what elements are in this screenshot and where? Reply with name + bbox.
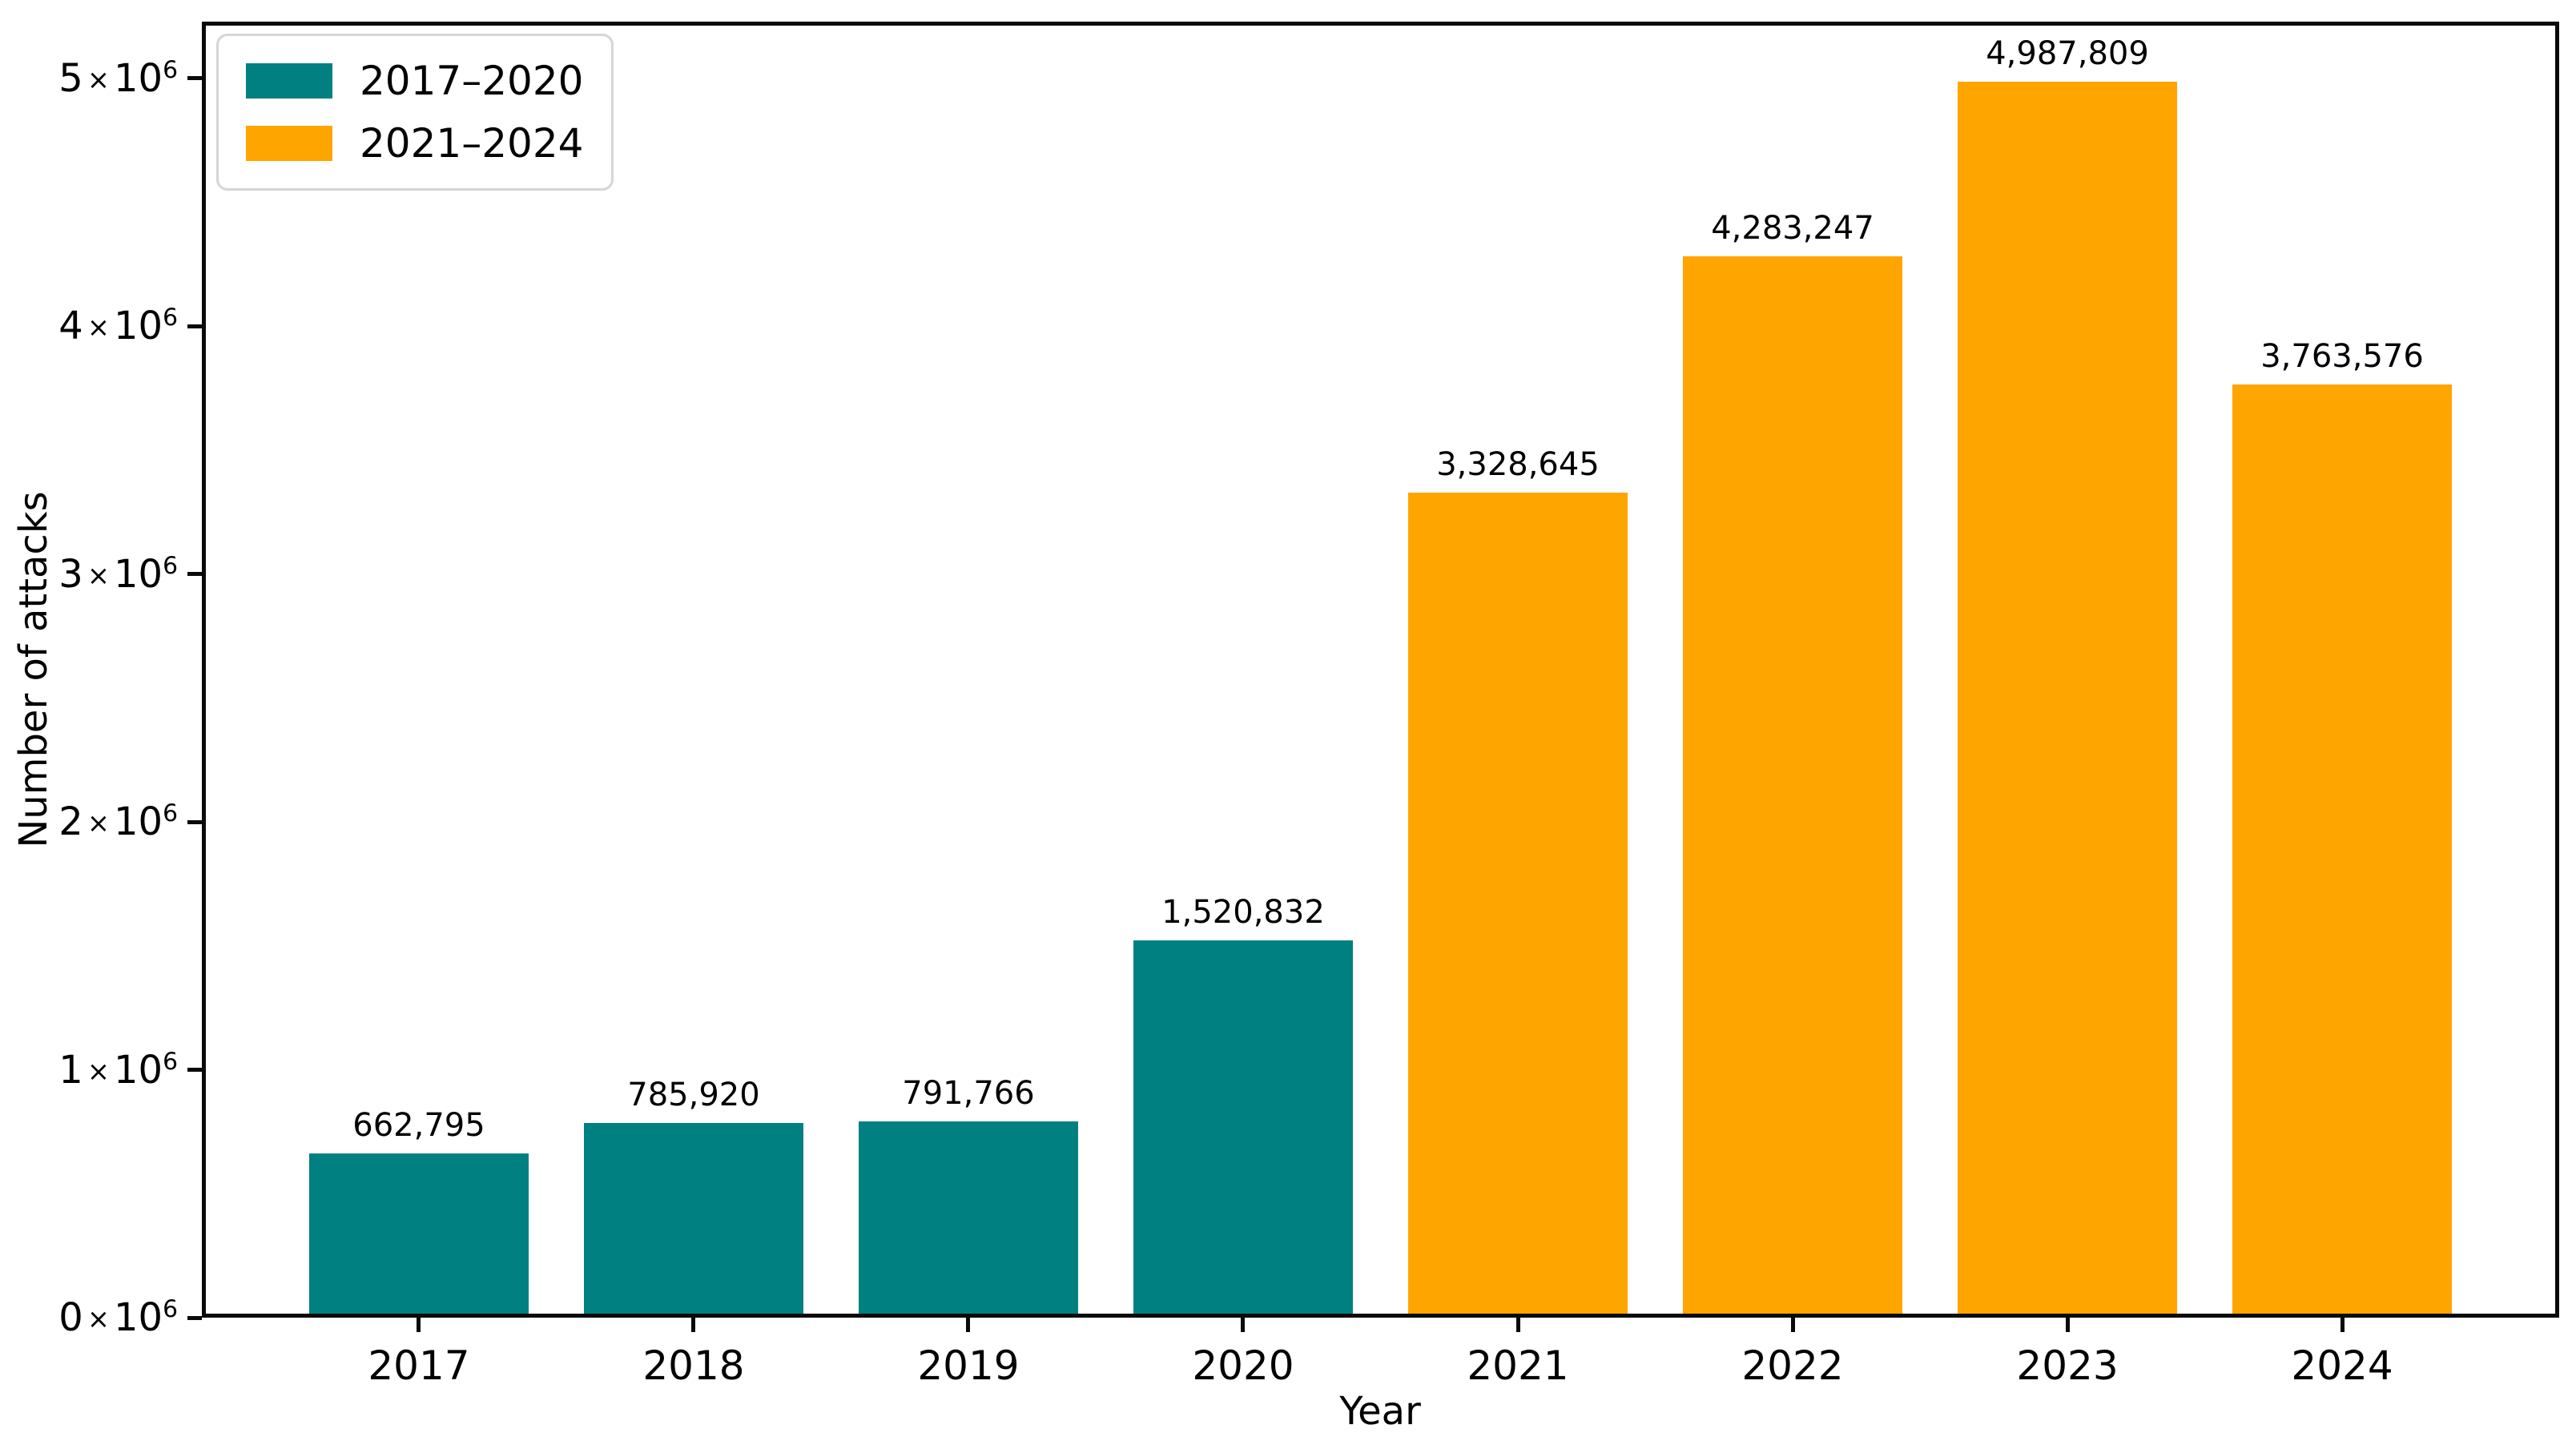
bar-value-label-2019: 791,766: [902, 1075, 1035, 1112]
x-tick-label-2020: 2020: [1192, 1342, 1294, 1389]
bar-2018: [583, 1123, 804, 1318]
legend: 2017–2020 2021–2024: [216, 34, 614, 191]
multiplication-sign: ×: [87, 1303, 110, 1334]
multiplication-sign: ×: [87, 312, 110, 344]
x-tick-label-2024: 2024: [2291, 1342, 2393, 1389]
y-tick-label: 0 × 106: [58, 1295, 178, 1340]
legend-item: 2017–2020: [246, 58, 584, 103]
bar-2024: [2232, 384, 2453, 1318]
y-tick-mark: [187, 819, 202, 824]
x-tick-label-2018: 2018: [642, 1342, 745, 1389]
bar-2022: [1682, 256, 1903, 1318]
legend-swatch-2017-2020: [246, 63, 332, 99]
bar-value-label-2018: 785,920: [627, 1077, 760, 1113]
y-tick-mark: [187, 572, 202, 577]
x-tick-label-2019: 2019: [917, 1342, 1020, 1389]
x-tick-mark: [1241, 1318, 1246, 1332]
x-axis-label: Year: [1339, 1389, 1421, 1434]
x-tick-mark: [1515, 1318, 1520, 1332]
bar-value-label-2023: 4,987,809: [1986, 35, 2149, 72]
multiplication-sign: ×: [87, 559, 110, 591]
x-tick-mark: [691, 1318, 696, 1332]
y-tick-label: 4 × 106: [58, 304, 178, 349]
multiplication-sign: ×: [87, 63, 110, 95]
y-tick-mark: [187, 324, 202, 328]
x-tick-mark: [1790, 1318, 1795, 1332]
bar-value-label-2021: 3,328,645: [1436, 446, 1600, 483]
y-tick-mark: [187, 1315, 202, 1320]
x-tick-label-2023: 2023: [2016, 1342, 2119, 1389]
bar-2020: [1133, 940, 1354, 1318]
bar-value-label-2024: 3,763,576: [2260, 338, 2424, 375]
bar-2023: [1957, 82, 2178, 1318]
bar-value-label-2022: 4,283,247: [1711, 210, 1874, 247]
x-tick-mark: [417, 1318, 421, 1332]
x-tick-label-2022: 2022: [1741, 1342, 1844, 1389]
bar-value-label-2017: 662,795: [352, 1107, 485, 1144]
legend-swatch-2021-2024: [246, 126, 332, 161]
y-tick-label: 2 × 106: [58, 799, 178, 845]
y-tick-label: 3 × 106: [58, 551, 178, 597]
multiplication-sign: ×: [87, 807, 110, 839]
y-tick-mark: [187, 76, 202, 81]
bar-2021: [1407, 493, 1628, 1318]
bar-2017: [308, 1153, 529, 1318]
x-tick-label-2017: 2017: [368, 1342, 470, 1389]
y-tick-label: 5 × 106: [58, 55, 178, 101]
x-tick-mark: [2065, 1318, 2070, 1332]
x-tick-mark: [966, 1318, 971, 1332]
legend-label: 2017–2020: [360, 58, 584, 104]
x-tick-mark: [2340, 1318, 2345, 1332]
legend-item: 2021–2024: [246, 121, 584, 166]
legend-label: 2021–2024: [360, 120, 584, 167]
x-tick-label-2021: 2021: [1467, 1342, 1569, 1389]
multiplication-sign: ×: [87, 1055, 110, 1087]
y-tick-label: 1 × 106: [58, 1047, 178, 1093]
bar-value-label-2020: 1,520,832: [1161, 894, 1325, 931]
y-tick-mark: [187, 1068, 202, 1073]
bar-2019: [858, 1121, 1079, 1318]
